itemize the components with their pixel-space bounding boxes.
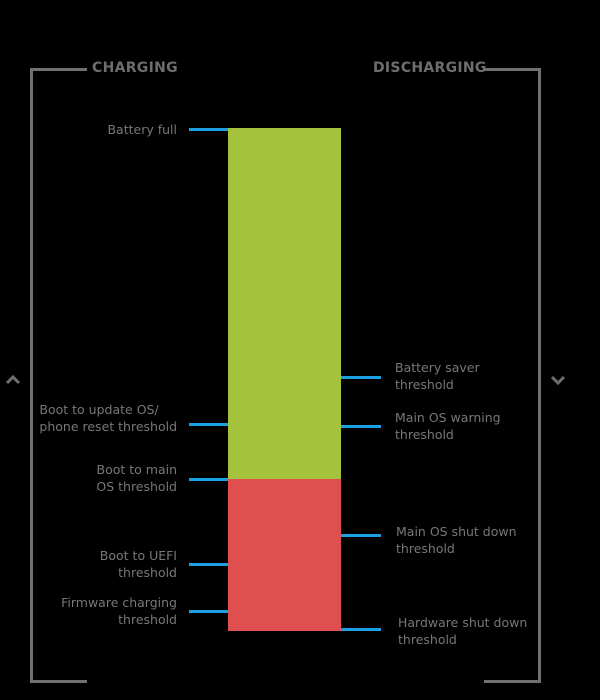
battery-charged-region xyxy=(228,128,341,479)
charging-bracket xyxy=(30,68,87,683)
tick-battery-saver xyxy=(341,376,381,379)
label-boot-main-os: Boot to main OS threshold xyxy=(96,462,177,494)
label-main-os-warning: Main OS warning threshold xyxy=(395,410,501,442)
tick-main-os-warning xyxy=(341,425,381,428)
chevron-down-icon xyxy=(550,372,566,386)
charging-header: CHARGING xyxy=(92,60,178,76)
label-battery-saver: Battery saver threshold xyxy=(395,360,480,392)
discharging-bracket xyxy=(484,68,541,683)
label-battery-full: Battery full xyxy=(107,122,177,137)
label-boot-uefi: Boot to UEFI threshold xyxy=(99,548,177,580)
tick-battery-full xyxy=(189,128,228,131)
tick-main-os-shutdown xyxy=(341,534,381,537)
tick-boot-uefi xyxy=(189,563,228,566)
tick-hardware-shutdown xyxy=(341,628,381,631)
discharging-header: DISCHARGING xyxy=(373,60,487,76)
label-firmware-charging: Firmware charging threshold xyxy=(61,595,177,627)
label-main-os-shutdown: Main OS shut down threshold xyxy=(396,524,517,556)
chevron-up-icon xyxy=(5,370,21,385)
tick-boot-main-os xyxy=(189,478,228,481)
tick-boot-update-os xyxy=(189,423,228,426)
label-boot-update-os: Boot to update OS/ phone reset threshold xyxy=(39,402,177,434)
battery-low-region xyxy=(228,479,341,631)
label-hardware-shutdown: Hardware shut down threshold xyxy=(398,615,528,647)
tick-firmware-charging xyxy=(189,610,228,613)
